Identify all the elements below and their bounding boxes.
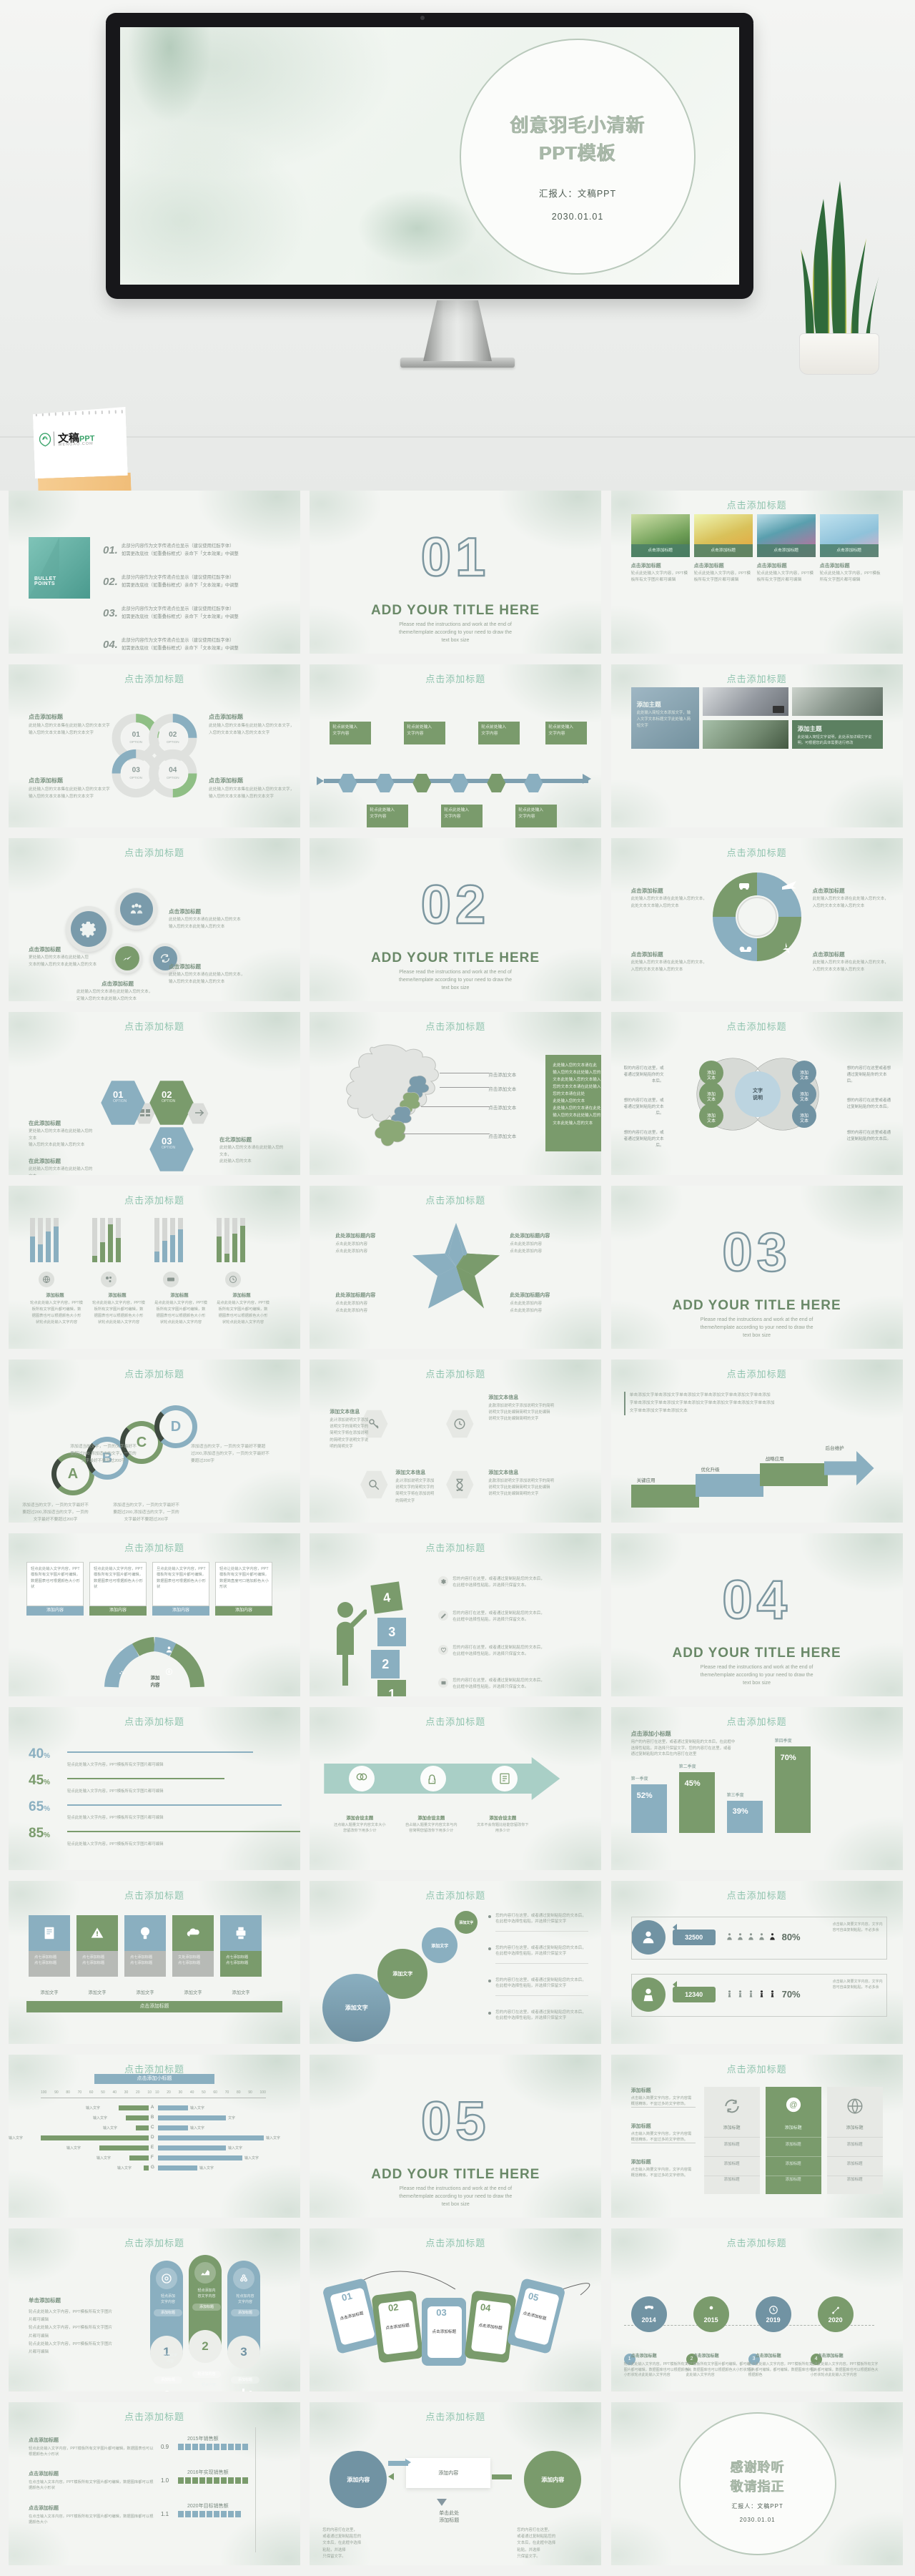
svg-text:04: 04 — [169, 767, 177, 775]
svg-text:添加: 添加 — [800, 1091, 808, 1097]
svg-text:文本: 文本 — [707, 1118, 716, 1124]
svg-text:OPTION: OPTION — [129, 776, 142, 780]
svg-text:说明: 说明 — [753, 1094, 763, 1101]
svg-text:@: @ — [789, 2101, 797, 2110]
svg-text:文本: 文本 — [800, 1096, 808, 1102]
svg-text:文本: 文本 — [707, 1075, 716, 1081]
svg-text:文本: 文本 — [707, 1096, 716, 1102]
svg-text:添加: 添加 — [707, 1091, 716, 1097]
svg-text:文本: 文本 — [800, 1118, 808, 1124]
svg-text:01: 01 — [132, 731, 141, 739]
svg-text:添加: 添加 — [800, 1070, 808, 1076]
svg-text:文本: 文本 — [800, 1075, 808, 1081]
svg-text:OPTION: OPTION — [129, 740, 142, 744]
svg-text:添加: 添加 — [707, 1070, 716, 1076]
svg-text:添加: 添加 — [707, 1113, 716, 1119]
svg-text:03: 03 — [132, 767, 141, 775]
svg-text:添加: 添加 — [800, 1113, 808, 1119]
svg-text:OPTION: OPTION — [167, 740, 179, 744]
svg-text:文字: 文字 — [753, 1087, 763, 1093]
svg-text:OPTION: OPTION — [167, 776, 179, 780]
svg-text:02: 02 — [169, 731, 177, 739]
